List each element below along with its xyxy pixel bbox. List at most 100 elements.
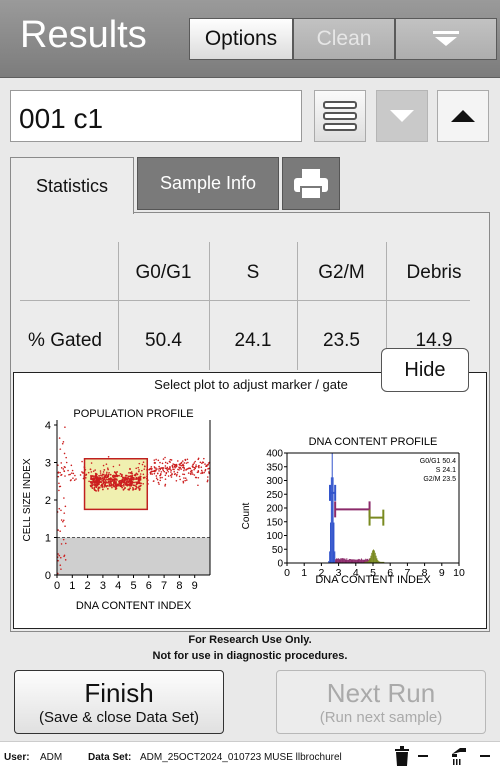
scatter-point: [72, 472, 75, 475]
scatter-point: [160, 467, 162, 469]
histogram-bar: [368, 560, 370, 563]
sample-list-button[interactable]: [314, 90, 366, 142]
scatter-point: [185, 479, 188, 481]
scatter-point: [166, 462, 169, 465]
scatter-point: [64, 542, 67, 545]
histogram-bar: [382, 561, 384, 563]
scatter-point: [102, 481, 105, 484]
scatter-point: [141, 463, 144, 466]
scatter-point: [114, 472, 117, 474]
previous-sample-button[interactable]: [376, 90, 428, 142]
scatter-point: [101, 473, 104, 476]
scatter-point: [206, 476, 209, 478]
scatter-point: [135, 467, 137, 470]
tab-statistics[interactable]: Statistics: [10, 157, 134, 214]
trash-icon[interactable]: [394, 746, 410, 766]
population-x-tick-label: 5: [130, 580, 136, 592]
scatter-point: [122, 483, 125, 486]
scatter-point: [64, 525, 66, 527]
scatter-point: [128, 483, 131, 486]
scatter-point: [59, 471, 61, 474]
scatter-point: [93, 488, 96, 490]
histogram-bar: [353, 559, 355, 563]
cleaning-brush-icon[interactable]: [450, 746, 468, 766]
menu-down-button[interactable]: [395, 18, 497, 60]
scatter-point: [104, 483, 106, 486]
scatter-point: [83, 471, 85, 474]
scatter-point: [69, 473, 71, 476]
scatter-point: [83, 475, 85, 477]
scatter-point: [63, 512, 66, 514]
scatter-point: [58, 554, 61, 557]
scatter-point: [106, 475, 109, 477]
scatter-point: [98, 486, 101, 489]
scatter-point: [128, 472, 130, 474]
menu-down-icon: [433, 31, 459, 46]
scatter-point: [90, 485, 93, 488]
scatter-point: [120, 473, 123, 476]
histogram-bar: [341, 558, 343, 563]
scatter-point: [99, 472, 102, 474]
dna-y-tick-label: 100: [266, 531, 283, 542]
scatter-point: [158, 470, 160, 472]
scatter-point: [150, 470, 153, 473]
scatter-point: [197, 470, 200, 472]
scatter-point: [115, 485, 118, 487]
print-button[interactable]: [282, 157, 340, 210]
options-button[interactable]: Options: [189, 18, 293, 60]
dna-x-tick-label: 6: [387, 567, 393, 579]
scatter-point: [115, 487, 118, 490]
scatter-point: [207, 463, 209, 466]
histogram-bar: [364, 561, 366, 563]
scatter-point: [106, 476, 109, 479]
scatter-point: [203, 457, 205, 460]
scatter-point: [134, 478, 136, 481]
scatter-point: [182, 480, 185, 483]
histogram-bar: [339, 559, 341, 563]
dna-x-tick-label: 10: [453, 567, 465, 579]
scatter-point: [173, 463, 176, 466]
scatter-point: [69, 479, 72, 482]
dna-y-tick-label: 200: [266, 504, 283, 515]
scatter-point: [200, 472, 202, 475]
histogram-bar: [375, 555, 377, 563]
histogram-bar: [345, 559, 347, 563]
finish-button[interactable]: Finish (Save & close Data Set): [14, 670, 224, 734]
scatter-point: [138, 479, 141, 482]
scatter-point: [95, 477, 97, 479]
value-debris: 14.9: [415, 330, 453, 351]
scatter-point: [178, 463, 181, 465]
scatter-point: [164, 461, 167, 464]
scatter-point: [174, 466, 176, 469]
clean-button[interactable]: Clean: [293, 18, 395, 60]
next-run-button[interactable]: Next Run (Run next sample): [276, 670, 486, 734]
scatter-point: [129, 484, 132, 487]
scatter-point: [152, 480, 155, 482]
tab-sample-info[interactable]: Sample Info: [137, 157, 279, 210]
next-sample-button[interactable]: [437, 90, 489, 142]
scatter-point: [127, 480, 130, 482]
plots-area: Select plot to adjust marker / gate POPU…: [13, 372, 487, 629]
scatter-point: [107, 468, 109, 471]
scatter-point: [121, 479, 124, 482]
scatter-point: [110, 483, 113, 486]
scatter-point: [160, 471, 163, 473]
histogram-bar: [342, 558, 344, 563]
value-s: 24.1: [234, 330, 272, 351]
hide-plots-button[interactable]: Hide: [381, 348, 469, 392]
scatter-point: [139, 479, 142, 481]
scatter-point: [135, 478, 138, 481]
scatter-point: [141, 469, 143, 472]
scatter-point: [95, 474, 98, 477]
scatter-point: [129, 487, 131, 490]
scatter-point: [208, 471, 210, 473]
scatter-point: [190, 470, 192, 473]
histogram-bar: [338, 558, 340, 563]
scatter-point: [178, 475, 181, 478]
scatter-point: [147, 479, 149, 482]
sample-name-field[interactable]: 001 c1: [10, 90, 302, 142]
histogram-bar: [335, 559, 337, 563]
histogram-bar: [351, 559, 353, 563]
scatter-point: [91, 487, 94, 489]
